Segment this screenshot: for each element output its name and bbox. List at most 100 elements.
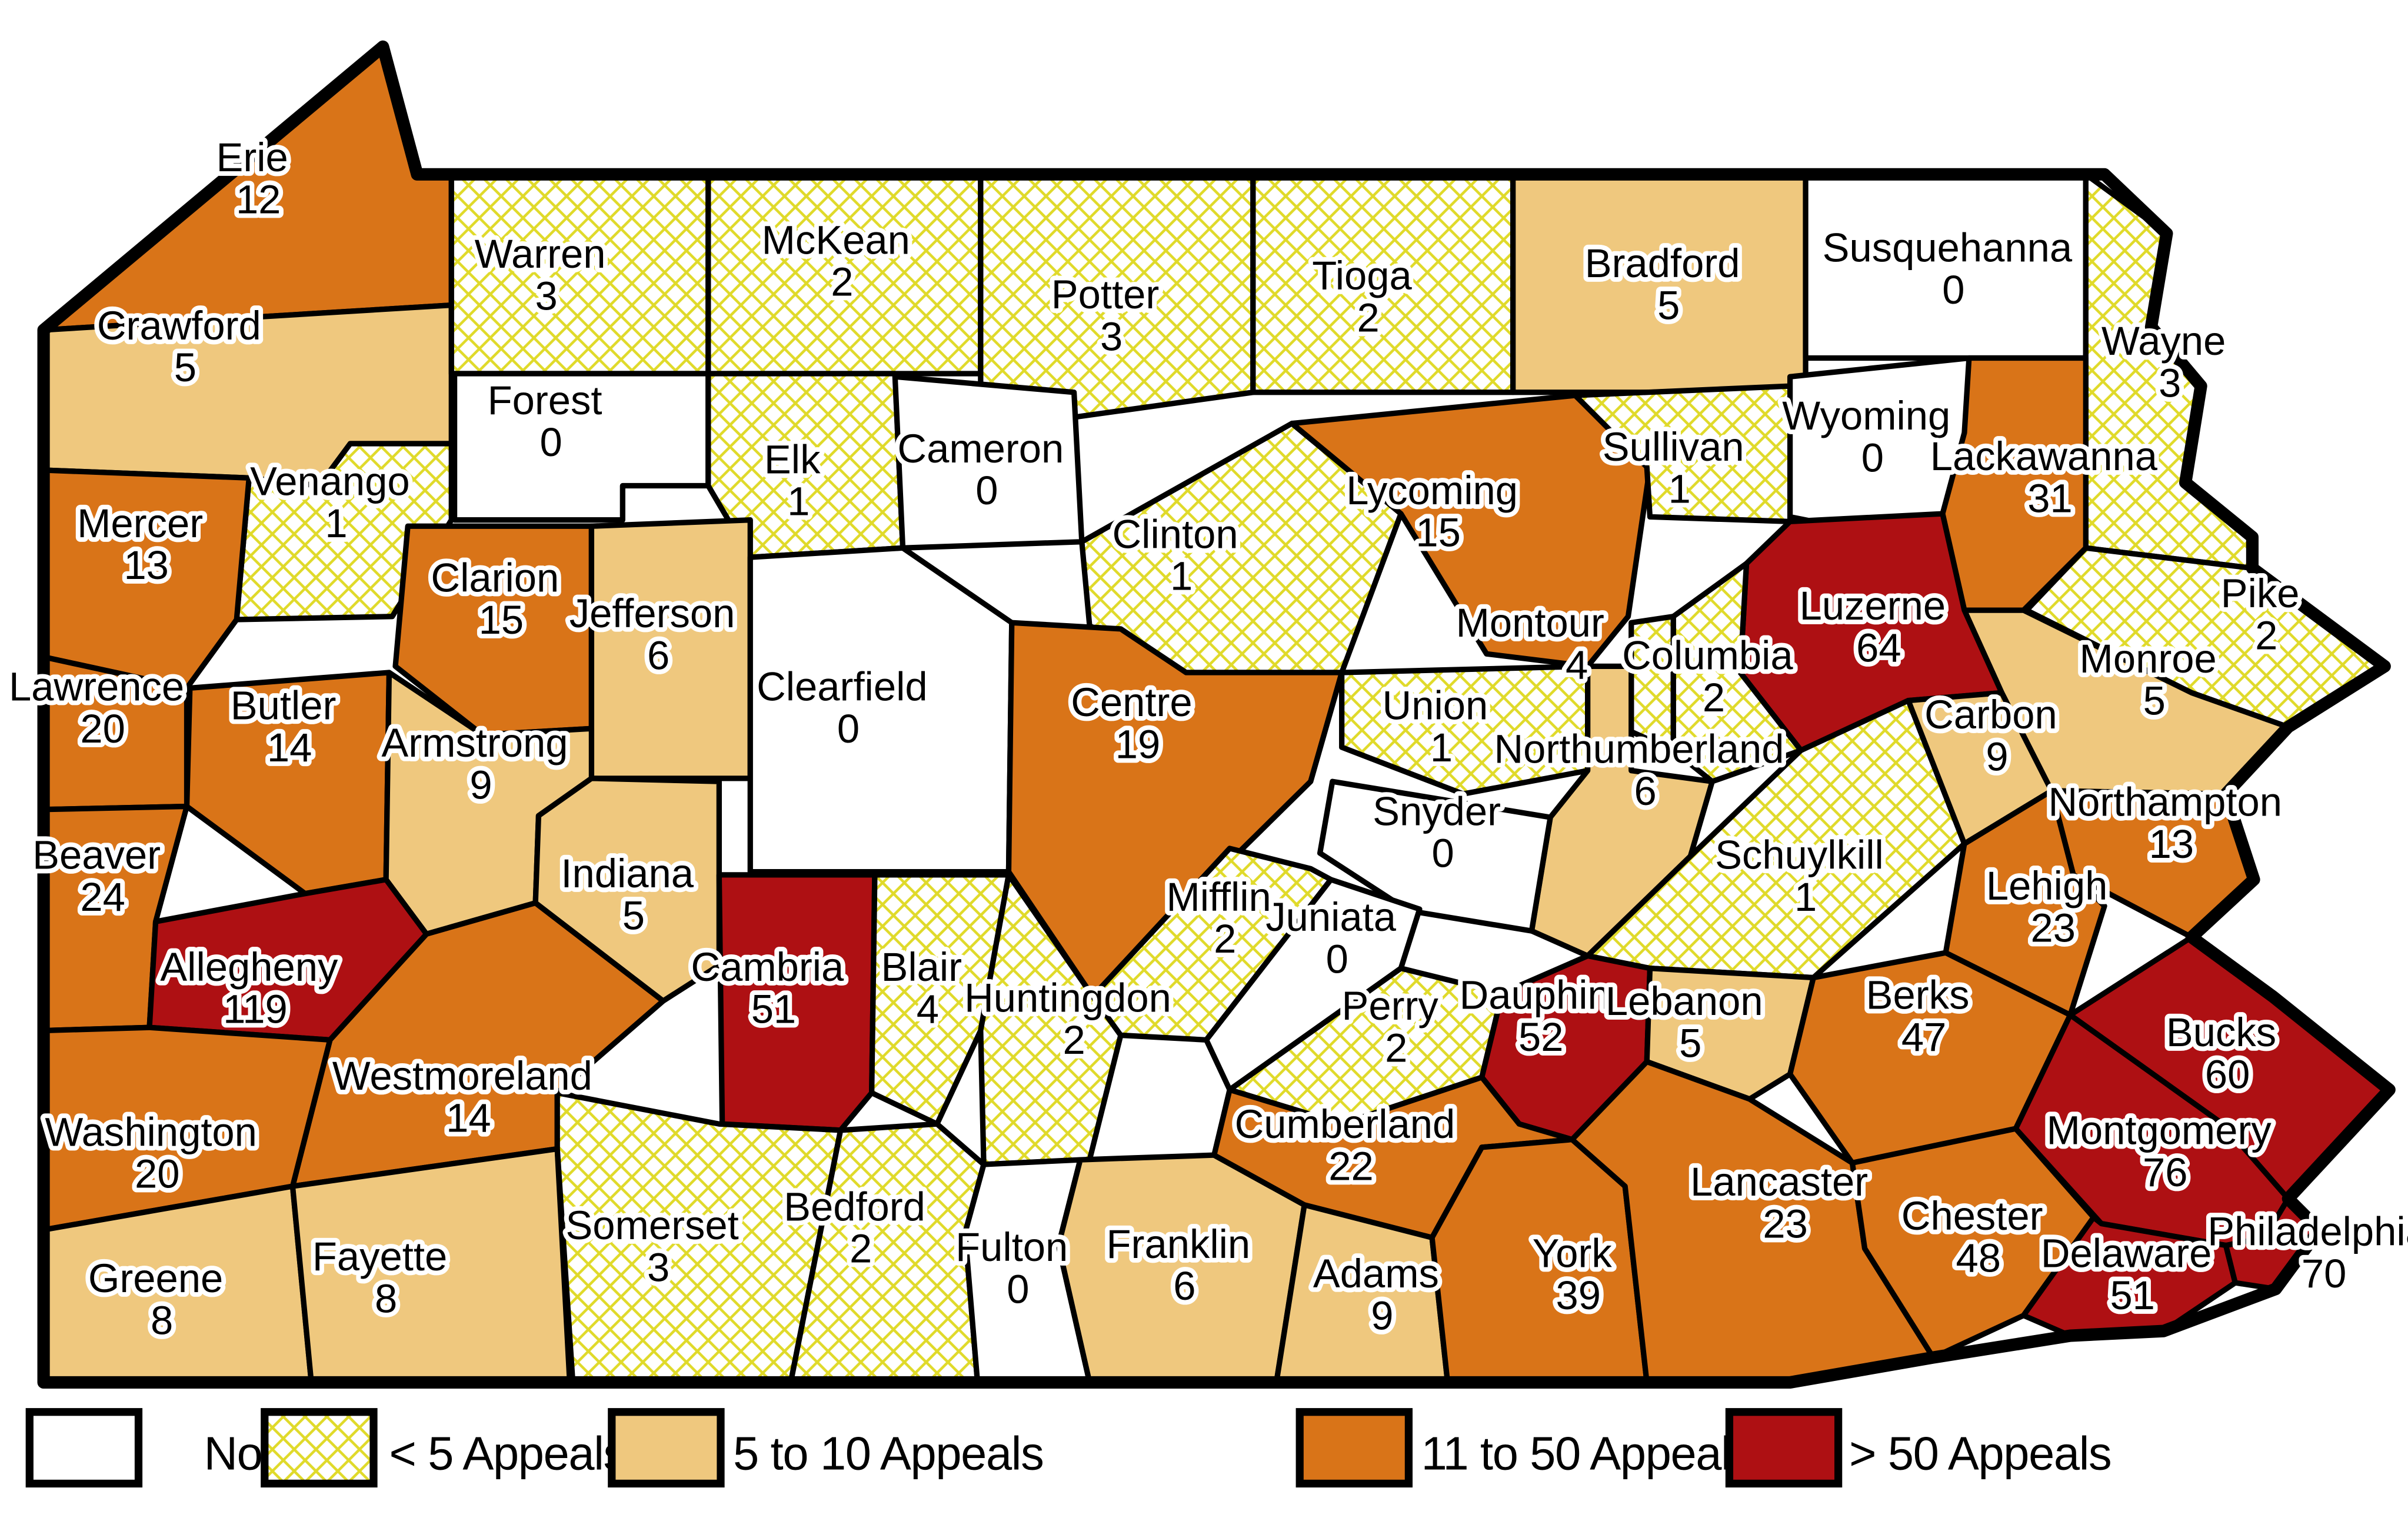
county-name-clinton: Clinton — [1113, 511, 1238, 557]
county-name-clarion: Clarion — [431, 555, 559, 600]
county-name-crawford: Crawford — [97, 303, 261, 348]
county-value-mercer: 13 — [124, 542, 169, 588]
county-name-armstrong: Armstrong — [381, 720, 568, 766]
legend-swatch-gt50 — [1725, 1408, 1843, 1488]
county-name-union: Union — [1383, 683, 1488, 728]
legend-swatch-lt5 — [261, 1408, 378, 1488]
county-value-bedford: 2 — [850, 1226, 872, 1272]
county-name-columbia: Columbia — [1622, 633, 1793, 678]
county-name-schuylkill: Schuylkill — [1715, 832, 1884, 877]
legend-swatch-o11to50 — [1295, 1408, 1413, 1488]
county-name-montour: Montour — [1456, 600, 1604, 645]
county-value-chester: 48 — [1956, 1236, 2001, 1281]
county-sullivan — [1572, 383, 1793, 524]
county-value-northumberland: 6 — [1634, 768, 1656, 814]
county-value-adams: 9 — [1371, 1293, 1393, 1338]
county-value-bucks: 60 — [2205, 1051, 2250, 1097]
county-name-carbon: Carbon — [1924, 692, 2057, 737]
county-name-westmoreland: Westmoreland — [332, 1053, 592, 1099]
county-value-columbia: 2 — [1703, 675, 1725, 720]
county-value-delaware: 51 — [2110, 1273, 2155, 1318]
county-value-montgomery: 76 — [2143, 1150, 2188, 1195]
county-value-lehigh: 23 — [2031, 906, 2076, 951]
county-value-forest: 0 — [539, 420, 562, 465]
county-value-greene: 8 — [151, 1297, 173, 1343]
county-name-lackawanna: Lackawanna — [1930, 434, 2158, 479]
county-name-northumberland: Northumberland — [1494, 726, 1784, 771]
legend-swatch-t5to10 — [608, 1408, 725, 1488]
county-value-butler: 14 — [267, 725, 312, 770]
county-value-crawford: 5 — [174, 345, 196, 390]
county-name-montgomery: Montgomery — [2047, 1108, 2272, 1153]
county-value-carbon: 9 — [1986, 734, 2008, 780]
county-value-venango: 1 — [325, 501, 347, 546]
county-value-lackawanna: 31 — [2027, 475, 2073, 521]
county-value-wayne: 3 — [2159, 361, 2181, 406]
county-shape-juniata — [1203, 877, 1423, 1093]
county-shape-blair — [869, 872, 1012, 1127]
county-shape-cambria — [716, 872, 878, 1133]
county-value-snyder: 0 — [1431, 831, 1454, 876]
county-name-pike: Pike — [2221, 571, 2300, 616]
county-cambria — [716, 872, 878, 1133]
county-name-cumberland: Cumberland — [1235, 1101, 1456, 1147]
county-name-blair: Blair — [881, 944, 962, 990]
county-name-philadelphia: Philadelphia — [2207, 1209, 2408, 1254]
legend-item--5-appeals: < 5 Appeals — [261, 1408, 627, 1488]
county-name-elk: Elk — [764, 437, 821, 482]
county-value-pike: 2 — [2255, 613, 2277, 658]
county-value-tioga: 2 — [1357, 295, 1380, 341]
county-name-delaware: Delaware — [2041, 1231, 2212, 1276]
county-value-warren: 3 — [535, 274, 558, 319]
county-shape-union — [1339, 663, 1591, 797]
county-value-jefferson: 6 — [647, 633, 670, 678]
county-shape-lebanon — [1644, 966, 1816, 1102]
legend-swatch-none — [25, 1408, 143, 1488]
county-value-clarion: 15 — [479, 597, 524, 643]
county-value-union: 1 — [1430, 725, 1453, 770]
county-name-luzerne: Luzerne — [1800, 583, 1946, 628]
legend-label-11-to-50-appeals: 11 to 50 Appeals — [1421, 1427, 1753, 1480]
state-outline — [37, 40, 2396, 1389]
county-value-elk: 1 — [787, 479, 810, 524]
county-shape-delaware — [2020, 1214, 2238, 1339]
county-name-juniata: Juniata — [1265, 894, 1396, 940]
county-value-wyoming: 0 — [1861, 435, 1884, 481]
county-name-mercer: Mercer — [77, 501, 203, 546]
county-name-washington: Washington — [45, 1109, 257, 1154]
county-name-beaver: Beaver — [32, 832, 161, 877]
county-name-huntingdon: Huntingdon — [964, 976, 1171, 1021]
county-name-lancaster: Lancaster — [1690, 1159, 1868, 1204]
county-value-indiana: 5 — [622, 893, 645, 938]
county-clearfield — [747, 545, 1015, 875]
county-value-centre: 19 — [1115, 721, 1160, 767]
county-name-potter: Potter — [1051, 272, 1159, 317]
county-value-dauphin: 52 — [1518, 1014, 1563, 1060]
county-name-fulton: Fulton — [955, 1224, 1068, 1270]
county-name-chester: Chester — [1901, 1193, 2043, 1239]
county-value-monroe: 5 — [2143, 678, 2166, 723]
county-name-sullivan: Sullivan — [1603, 424, 1744, 470]
county-name-bradford: Bradford — [1585, 241, 1740, 286]
county-name-indiana: Indiana — [561, 851, 694, 896]
county-value-clinton: 1 — [1170, 554, 1193, 599]
county-name-susquehanna: Susquehanna — [1823, 225, 2073, 270]
county-value-lebanon: 5 — [1679, 1020, 1701, 1066]
county-value-somerset: 3 — [647, 1244, 670, 1290]
county-value-perry: 2 — [1385, 1025, 1407, 1070]
county-name-lebanon: Lebanon — [1606, 979, 1763, 1024]
county-name-wyoming: Wyoming — [1782, 393, 1950, 438]
county-name-york: York — [1533, 1231, 1613, 1276]
legend-item-5-to-10-appeals: 5 to 10 Appeals — [608, 1408, 1044, 1488]
county-value-clearfield: 0 — [837, 706, 860, 751]
county-value-huntingdon: 2 — [1063, 1017, 1085, 1063]
county-name-adams: Adams — [1313, 1251, 1439, 1296]
legend-item-11-to-50-appeals: 11 to 50 Appeals — [1295, 1408, 1754, 1488]
legend-item--50-appeals: > 50 Appeals — [1725, 1408, 2112, 1488]
county-value-northampton: 13 — [2149, 821, 2194, 867]
county-value-philadelphia: 70 — [2302, 1251, 2347, 1296]
county-name-clearfield: Clearfield — [757, 664, 927, 710]
county-name-forest: Forest — [488, 378, 602, 423]
county-name-cambria: Cambria — [691, 944, 844, 990]
